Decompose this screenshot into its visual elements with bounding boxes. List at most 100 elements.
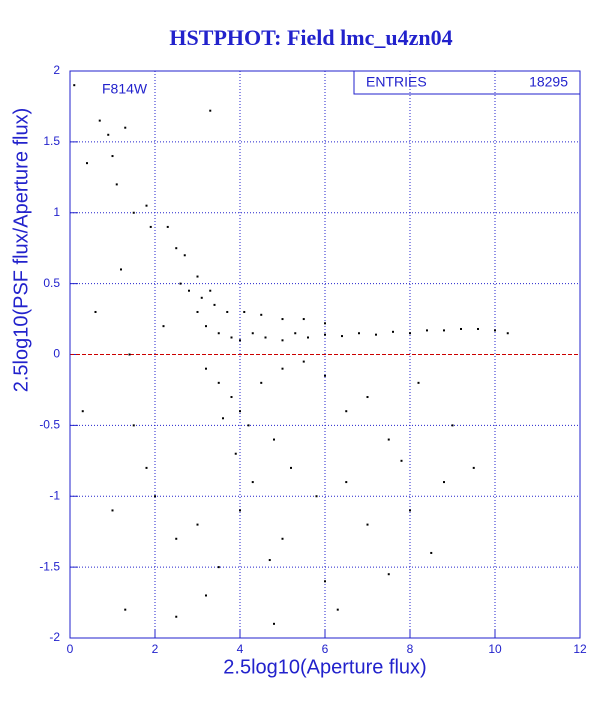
point [268,559,271,562]
point [375,333,377,336]
point [188,289,190,292]
point [124,608,127,611]
point [196,523,199,526]
point [358,332,360,335]
point [336,608,339,611]
point [81,410,84,413]
point [324,333,326,336]
point [175,247,178,250]
point [86,162,88,165]
x-tick-label: 0 [67,642,74,656]
point [209,109,212,112]
x-tick-label: 6 [322,642,329,656]
x-tick-label: 4 [237,642,244,656]
point [273,622,275,625]
point [145,466,148,469]
point [264,336,267,339]
y-tick-label: 0.5 [43,276,60,290]
point [477,327,479,330]
point [230,396,233,399]
point [260,313,263,316]
point [205,367,207,370]
point [107,133,110,136]
point [217,332,220,335]
point [217,566,220,569]
point [315,495,318,498]
point [443,329,445,332]
y-axis-label: 2.5log10(PSF flux/Aperture flux) [10,108,32,393]
point [111,155,114,158]
point [120,268,122,271]
point [281,318,284,321]
y-tick-label: -1.5 [39,559,60,573]
point [213,303,216,306]
point [239,339,241,342]
x-tick-label: 2 [152,642,159,656]
point [239,410,241,413]
point [409,332,411,335]
point [426,329,428,332]
point [307,336,309,339]
point [392,330,394,333]
point [366,396,369,399]
point [417,381,420,384]
point [281,537,284,540]
point [128,353,131,356]
point [243,310,246,313]
point [162,325,165,328]
point [217,381,220,384]
point [124,126,127,129]
point [345,481,348,484]
point [387,438,390,441]
point [175,537,178,540]
chart-title: HSTPHOT: Field lmc_u4zn04 [169,25,452,50]
point [260,381,263,384]
point [226,310,229,313]
x-tick-label: 12 [573,642,587,656]
plot-frame [69,70,581,639]
y-tick-label: 2 [53,63,60,77]
point [451,424,454,427]
point [443,481,445,484]
point [290,466,292,469]
point [183,254,186,257]
point [472,466,475,469]
stats-label: ENTRIES [366,74,427,90]
point [460,327,462,330]
point [506,332,509,335]
point [302,360,305,363]
y-tick-label: 1 [53,205,60,219]
point [281,367,284,370]
point [281,339,284,342]
point [205,325,207,328]
point [324,580,326,583]
point [154,495,156,498]
point [430,551,433,554]
point [234,452,237,455]
point [247,424,250,427]
stats-value: 18295 [529,74,568,90]
y-tick-label: -1 [49,488,60,502]
point [239,509,241,512]
point [324,322,326,325]
x-axis-label: 2.5log10(Aperture flux) [223,656,426,678]
y-tick-label: -2 [49,630,60,644]
point [341,335,343,338]
point [179,282,182,285]
point [273,438,275,441]
point [205,594,207,597]
point [98,119,101,122]
point [494,329,496,332]
point [302,318,305,321]
point [200,296,203,299]
point [149,225,152,228]
point [145,204,148,207]
point [115,183,118,186]
point [132,211,135,214]
point [111,509,114,512]
point [345,410,348,413]
y-tick-label: 0 [53,347,60,361]
point [230,336,233,339]
point [251,481,254,484]
